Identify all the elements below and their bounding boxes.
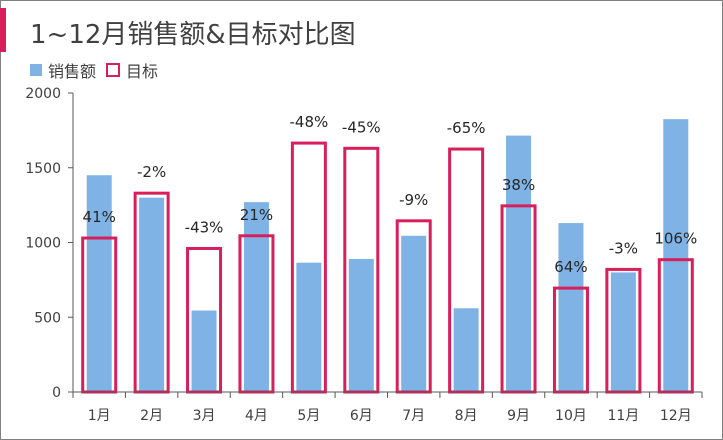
sales-bar [506,135,532,393]
chart-legend: 销售额 目标 [30,58,168,82]
data-label: -48% [289,113,328,131]
x-tick-label: 12月 [660,408,692,424]
y-tick-label: 0 [52,385,61,401]
x-tick-label: 9月 [507,408,530,424]
sales-bar [453,308,479,392]
sales-bar [610,272,636,392]
data-label: -2% [137,163,166,181]
chart-title: 1~12月销售额&目标对比图 [30,20,356,50]
x-tick-label: 3月 [193,408,216,424]
sales-bar [243,202,269,392]
x-tick-label: 4月 [245,408,268,424]
sales-bar [191,310,217,392]
data-label: 38% [502,176,535,194]
sales-bar [348,258,374,392]
x-tick-label: 11月 [607,408,639,424]
sales-bar [401,235,427,392]
data-label: 41% [83,208,116,226]
data-label: -3% [609,239,638,257]
x-tick-label: 1月 [88,408,111,424]
legend-item-target: 目标 [106,58,158,82]
data-label: -45% [342,118,381,136]
data-label: -9% [399,191,428,209]
data-label: -43% [185,218,224,236]
legend-swatch-target [106,63,121,77]
legend-label-target: 目标 [126,62,159,81]
y-tick-label: 1000 [25,236,61,252]
title-accent-bar [0,8,6,52]
legend-swatch-sales [30,64,42,76]
x-tick-label: 6月 [350,408,373,424]
sales-bar [558,223,584,392]
data-label: -65% [447,119,486,137]
sales-bar [296,262,322,392]
x-tick-label: 8月 [455,408,478,424]
x-tick-label: 5月 [297,408,320,424]
sales-bar [663,119,689,392]
legend-item-sales: 销售额 [30,58,96,82]
y-tick-label: 2000 [25,86,61,102]
x-tick-label: 2月 [140,408,163,424]
data-label: 21% [240,206,273,224]
y-tick-label: 1500 [25,161,61,177]
sales-bar [139,197,165,392]
data-label: 106% [654,230,697,248]
legend-label-sales: 销售额 [48,62,97,81]
y-tick-label: 500 [34,310,61,326]
data-label: 64% [554,258,587,276]
x-tick-label: 10月 [555,408,587,424]
sales-bar [86,175,112,392]
x-tick-label: 7月 [402,408,425,424]
